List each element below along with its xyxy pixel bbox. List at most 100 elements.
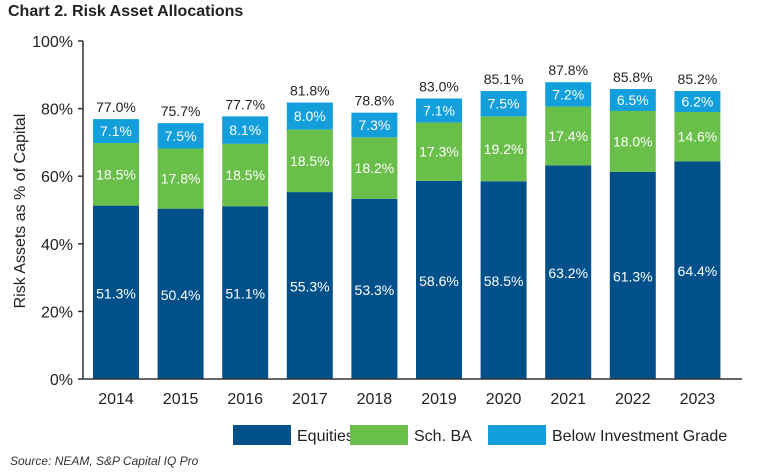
bar-total-label: 83.0%	[419, 78, 459, 94]
bar-segment-sch-ba	[609, 110, 656, 172]
bar-data-label: 18.5%	[96, 166, 136, 182]
bar-total-label: 78.8%	[355, 93, 395, 109]
bar-segment-below-investment-grade	[93, 119, 139, 144]
legend-swatch	[350, 425, 408, 445]
bar-total-label: 85.1%	[484, 71, 524, 87]
x-axis: 2014 2015 2016 2017 2018 2019 2020 2021 2022 2023	[83, 378, 742, 408]
y-axis: 0% 20% 40% 60% 80% 100%	[32, 34, 84, 389]
bar-segment-equities	[674, 161, 721, 379]
bar-total-label: 75.7%	[161, 103, 201, 119]
y-tick-label: 80%	[41, 102, 73, 119]
x-tick-label: 2016	[227, 391, 263, 408]
bar-segment-below-investment-grade	[674, 91, 721, 112]
bar-segment-equities	[286, 192, 333, 379]
bar-segment-equities	[545, 165, 592, 379]
x-tick-label: 2017	[292, 391, 328, 408]
bar-segment-below-investment-grade	[157, 123, 204, 149]
y-tick-label: 60%	[41, 169, 73, 186]
bar-data-label: 50.4%	[161, 287, 201, 303]
bar-segment-equities	[157, 208, 204, 379]
bar-data-label: 18.0%	[613, 133, 653, 149]
bar-segment-equities	[222, 206, 269, 379]
bar-data-label: 7.2%	[552, 86, 584, 102]
bar-segment-below-investment-grade	[480, 91, 527, 117]
bar-data-label: 51.3%	[96, 285, 136, 301]
legend-label: Equities	[297, 428, 354, 445]
bar-data-label: 17.3%	[419, 144, 459, 160]
bar-segment-equities	[609, 171, 656, 379]
bar-total-label: 87.8%	[548, 62, 588, 78]
bar-data-label: 6.2%	[681, 94, 713, 110]
x-tick-label: 2018	[357, 391, 393, 408]
chart-source: Source: NEAM, S&P Capital IQ Pro	[10, 454, 199, 468]
bar-segment-equities	[416, 180, 462, 379]
bar-segment-below-investment-grade	[222, 116, 269, 144]
bar-segment-sch-ba	[286, 129, 333, 193]
bar-total-label: 81.8%	[290, 83, 330, 99]
bar-segment-sch-ba	[351, 137, 398, 199]
bar-data-label: 7.5%	[165, 128, 197, 144]
bar-segment-sch-ba	[222, 143, 269, 207]
bar-data-label: 7.3%	[358, 117, 390, 133]
bar-segment-sch-ba	[416, 122, 462, 181]
bar-segment-below-investment-grade	[609, 88, 656, 111]
x-tick-label: 2015	[163, 391, 199, 408]
bar-segment-sch-ba	[480, 116, 527, 182]
bar-data-label: 58.5%	[484, 273, 524, 289]
x-tick-label: 2014	[98, 391, 134, 408]
legend-label: Below Investment Grade	[552, 428, 727, 445]
bar-total-label: 77.7%	[225, 96, 265, 112]
y-tick-label: 100%	[32, 34, 73, 51]
y-tick-label: 20%	[41, 304, 73, 321]
bar-segment-equities	[351, 198, 398, 379]
x-tick-label: 2020	[486, 391, 522, 408]
legend-label: Sch. BA	[414, 428, 472, 445]
bar-segment-below-investment-grade	[351, 112, 398, 138]
bar-segment-sch-ba	[93, 143, 139, 206]
bar-total-label: 85.8%	[613, 69, 653, 85]
bar-data-label: 64.4%	[678, 263, 718, 279]
bar-segment-sch-ba	[545, 106, 592, 166]
bar-segment-below-investment-grade	[286, 102, 333, 130]
y-tick-label: 0%	[50, 372, 73, 389]
bar-data-label: 19.2%	[484, 141, 524, 157]
bar-data-label: 17.8%	[161, 171, 201, 187]
bar-data-label: 53.3%	[355, 282, 395, 298]
stacked-bars: 51.3% 18.5% 7.1% 77.0% 50.4% 17.8% 7.5% 75.7% 51…	[93, 62, 721, 379]
bar-segment-equities	[93, 205, 139, 379]
bar-data-label: 7.1%	[100, 123, 132, 139]
bar-segment-sch-ba	[157, 148, 204, 209]
bar-data-label: 18.5%	[225, 167, 265, 183]
bar-data-label: 6.5%	[617, 92, 649, 108]
bar-total-label: 77.0%	[96, 99, 136, 115]
bar-segment-below-investment-grade	[416, 98, 462, 123]
bar-data-label: 51.1%	[225, 286, 265, 302]
bar-data-label: 18.5%	[290, 153, 330, 169]
legend: Equities Sch. BA Below Investment Grade	[233, 425, 727, 445]
y-axis-label: Risk Assets as % of Capital	[12, 114, 29, 309]
bar-data-label: 18.2%	[355, 160, 395, 176]
legend-swatch	[488, 425, 546, 445]
bar-total-label: 85.2%	[678, 71, 718, 87]
bar-data-label: 58.6%	[419, 273, 459, 289]
bar-segment-sch-ba	[674, 111, 721, 162]
x-tick-label: 2022	[615, 391, 651, 408]
bar-data-label: 17.4%	[548, 128, 588, 144]
bar-data-label: 8.1%	[229, 122, 261, 138]
bar-segment-equities	[480, 181, 527, 379]
x-tick-label: 2021	[550, 391, 586, 408]
bar-data-label: 7.1%	[423, 102, 455, 118]
bar-data-label: 7.5%	[488, 96, 520, 112]
bar-data-label: 61.3%	[613, 268, 653, 284]
chart-title: Chart 2. Risk Asset Allocations	[8, 3, 244, 20]
x-tick-label: 2019	[421, 391, 457, 408]
bar-segment-below-investment-grade	[545, 82, 592, 107]
bar-data-label: 14.6%	[678, 129, 718, 145]
bar-data-label: 55.3%	[290, 279, 330, 295]
legend-swatch	[233, 425, 291, 445]
y-tick-label: 40%	[41, 237, 73, 254]
x-tick-label: 2023	[680, 391, 716, 408]
bar-data-label: 63.2%	[548, 265, 588, 281]
bar-data-label: 8.0%	[294, 108, 326, 124]
